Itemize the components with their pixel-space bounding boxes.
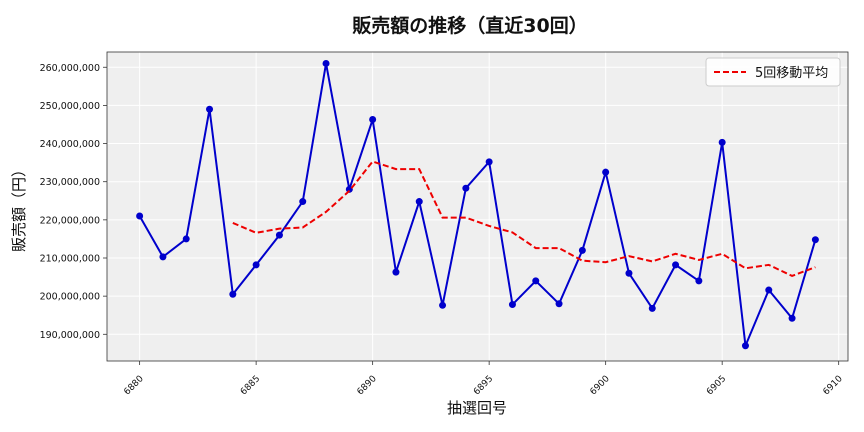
legend-box [705, 57, 841, 87]
data-point-sales [602, 168, 610, 176]
series-sales-line [138, 63, 817, 350]
y-tick-label: 260,000,000 [40, 63, 100, 74]
y-tick-label: 190,000,000 [40, 330, 100, 341]
data-point-sales [229, 290, 237, 298]
data-point-sales [672, 261, 680, 269]
series-moving-average-line [232, 160, 816, 278]
series-lines [136, 59, 819, 350]
x-axis-ticks: 6880 6885 6890 6895 6900 6905 6910 [122, 361, 845, 397]
data-point-sales [369, 116, 377, 124]
y-tick-label: 250,000,000 [40, 101, 100, 112]
plot-frame [106, 51, 849, 362]
chart-title: 販売額の推移（直近30回） [352, 14, 587, 37]
data-point-sales [462, 184, 470, 192]
y-tick-label: 220,000,000 [40, 215, 100, 226]
data-point-sales [648, 304, 656, 312]
x-tick-label: 6880 [122, 374, 145, 397]
data-point-sales [439, 301, 447, 309]
x-tick-label: 6890 [355, 374, 378, 397]
data-point-sales [555, 300, 563, 308]
data-point-sales [252, 261, 260, 269]
data-point-sales [485, 158, 493, 166]
y-tick-label: 210,000,000 [40, 254, 100, 265]
data-point-sales [415, 198, 423, 206]
legend-label-moving-average: 5回移動平均 [755, 66, 828, 81]
y-tick-label: 200,000,000 [40, 292, 100, 303]
data-point-sales [811, 236, 819, 244]
plot-area [107, 52, 848, 361]
x-tick-label: 6895 [472, 374, 495, 397]
data-point-sales [275, 231, 283, 239]
data-point-sales [182, 235, 190, 243]
data-point-sales [718, 138, 726, 146]
data-point-sales [578, 246, 586, 254]
data-point-sales [206, 105, 214, 113]
x-axis-label: 抽選回号 [447, 399, 507, 417]
data-point-sales [159, 253, 167, 261]
data-point-sales [788, 314, 796, 322]
legend: 5回移動平均 [705, 57, 841, 87]
data-point-sales [392, 268, 400, 276]
data-point-sales [136, 212, 144, 220]
data-point-sales [765, 286, 773, 294]
y-tick-label: 230,000,000 [40, 177, 100, 188]
y-axis-ticks: 190,000,000 200,000,000 210,000,000 220,000… [40, 63, 107, 341]
x-tick-label: 6900 [589, 374, 612, 397]
x-tick-label: 6885 [239, 374, 262, 397]
data-point-sales [508, 301, 516, 309]
x-tick-label: 6910 [822, 374, 845, 397]
data-point-sales [299, 198, 307, 206]
data-point-sales [322, 59, 330, 67]
y-axis-label: 販売額（円） [10, 162, 28, 252]
data-point-sales [741, 342, 749, 350]
data-point-sales [625, 269, 633, 277]
y-tick-label: 240,000,000 [40, 139, 100, 150]
data-point-sales [532, 277, 540, 285]
data-point-sales [695, 277, 703, 285]
x-tick-label: 6905 [705, 374, 728, 397]
